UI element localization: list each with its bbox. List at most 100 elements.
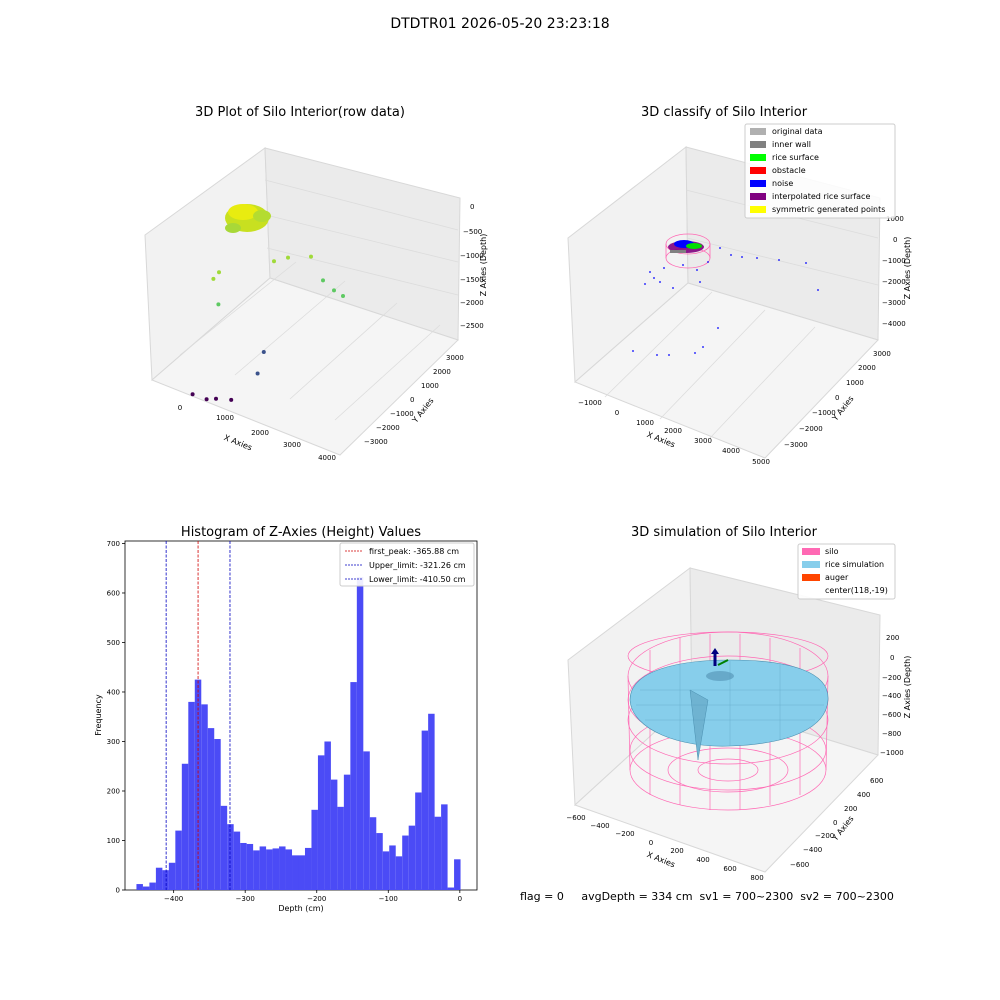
classify-noise-point (659, 281, 661, 283)
classify-y-ticks: 3000 2000 1000 0 −1000 −2000 −3000 (784, 350, 891, 449)
simulation-y-ticks: 600 400 200 0 −200 −400 −600 (790, 777, 883, 869)
raw-x-label: X Axies (223, 433, 254, 452)
histogram-bar (408, 825, 416, 890)
histogram-bar (188, 701, 195, 890)
status-line: flag = 0 avgDepth = 334 cm sv1 = 700~230… (520, 890, 894, 903)
raw-scatter-point (286, 255, 290, 260)
svg-text:800: 800 (750, 874, 763, 882)
legend-swatch-silo (802, 548, 820, 555)
histogram-bar (292, 855, 299, 890)
legend-label-center: center(118,-19) (825, 586, 888, 595)
classify-noise-point (649, 271, 651, 273)
classify-x-ticks: −1000 0 1000 2000 3000 4000 5000 (578, 399, 770, 466)
svg-text:4000: 4000 (318, 454, 336, 462)
histogram-y-tick-label: 500 (107, 639, 120, 647)
histogram-bar (175, 830, 182, 890)
svg-text:600: 600 (870, 777, 883, 785)
classify-noise-point (805, 262, 807, 264)
svg-text:−3000: −3000 (364, 438, 388, 446)
svg-text:200: 200 (670, 847, 683, 855)
simulation-floor-pane (574, 697, 879, 873)
classify-floor-pane (574, 282, 879, 459)
svg-text:600: 600 (723, 865, 736, 873)
svg-text:3000: 3000 (446, 354, 464, 362)
svg-text:0: 0 (410, 396, 414, 404)
histogram-bar (382, 851, 390, 890)
histogram-bar (272, 848, 280, 890)
classify-noise-point (672, 287, 674, 289)
legend-label-silo: silo (825, 547, 839, 556)
svg-text:2000: 2000 (251, 429, 269, 437)
histogram-bar (330, 779, 338, 890)
raw-scatter-point (309, 254, 313, 259)
histogram-bar (311, 809, 318, 890)
histogram-bar (415, 792, 422, 890)
classify-noise-point (756, 257, 758, 259)
histogram-bar (207, 728, 215, 890)
classify-noise-point (632, 350, 634, 352)
panel-classify-3d: 3D classify of Silo Interior −1000 0 100… (567, 105, 912, 466)
svg-text:0: 0 (178, 404, 182, 412)
histogram-y-tick-label: 600 (107, 589, 120, 597)
raw-grid (179, 179, 459, 421)
legend-label-lower-limit: Lower_limit: -410.50 cm (369, 575, 466, 584)
raw-scatter-point (255, 371, 260, 376)
panel-raw-3d: 3D Plot of Silo Interior(row data) 0 100… (144, 105, 488, 462)
histogram-bar (317, 755, 325, 890)
legend-label-upper-limit: Upper_limit: -321.26 cm (369, 561, 466, 570)
histogram-bar (389, 845, 396, 890)
histogram-bar (350, 682, 357, 890)
classify-noise-point (694, 352, 696, 354)
histogram-bar (162, 870, 169, 890)
raw-scatter-points (190, 254, 345, 402)
classify-noise-point (778, 259, 780, 261)
classify-noise-point (730, 254, 732, 256)
histogram-y-ticks: 0 100 200 300 400 500 600 700 (107, 540, 125, 895)
classify-noise-point (699, 281, 701, 283)
classify-noise-point (817, 289, 819, 291)
legend-swatch-symmetric-generated-points (750, 206, 766, 213)
svg-text:−1500: −1500 (460, 276, 484, 284)
svg-text:−600: −600 (882, 711, 901, 719)
svg-text:−2000: −2000 (376, 424, 400, 432)
legend-swatch-interpolated-rice-surface (750, 193, 766, 200)
histogram-vlines (165, 541, 231, 890)
histogram-y-tick-label: 700 (107, 540, 120, 548)
classify-noise-point (644, 283, 646, 285)
svg-text:0: 0 (470, 203, 474, 211)
svg-text:−1000: −1000 (390, 410, 414, 418)
histogram-bar (240, 842, 247, 890)
panel-classify-title: 3D classify of Silo Interior (641, 105, 808, 120)
svg-text:0: 0 (890, 654, 894, 662)
svg-text:1000: 1000 (421, 382, 439, 390)
panel-simulation-3d: 3D simulation of Silo Interior (566, 525, 912, 882)
classify-noise-point (663, 267, 665, 269)
raw-floor-pane (151, 277, 459, 456)
legend-label-interpolated-rice-surface: interpolated rice surface (772, 192, 870, 201)
raw-scatter-point (272, 259, 276, 264)
histogram-bar (434, 816, 442, 890)
histogram-bar (402, 835, 409, 890)
classify-noise-point (702, 346, 704, 348)
histogram-bar (356, 577, 364, 890)
histogram-bar (279, 846, 286, 890)
svg-text:4000: 4000 (722, 447, 740, 455)
legend-label-rice-simulation: rice simulation (825, 560, 884, 569)
svg-text:200: 200 (886, 634, 899, 642)
histogram-bar (155, 867, 163, 890)
legend-label-first-peak: first_peak: -365.88 cm (369, 547, 459, 556)
classify-noise-point (656, 354, 658, 356)
raw-scatter-point (214, 396, 218, 401)
histogram-bar (214, 739, 221, 890)
histogram-bar (447, 887, 455, 890)
svg-text:0: 0 (893, 236, 897, 244)
classify-noise-point (707, 261, 709, 263)
histogram-bar (253, 850, 260, 890)
classify-noise-point (696, 269, 698, 271)
histogram-title: Histogram of Z-Axies (Height) Values (181, 525, 421, 540)
legend-swatch-rice-surface (750, 154, 766, 161)
svg-text:−400: −400 (803, 846, 822, 854)
histogram-bar (266, 849, 273, 890)
raw-z-ticks: 0 −500 −1000 −1500 −2000 −2500 (460, 203, 484, 330)
